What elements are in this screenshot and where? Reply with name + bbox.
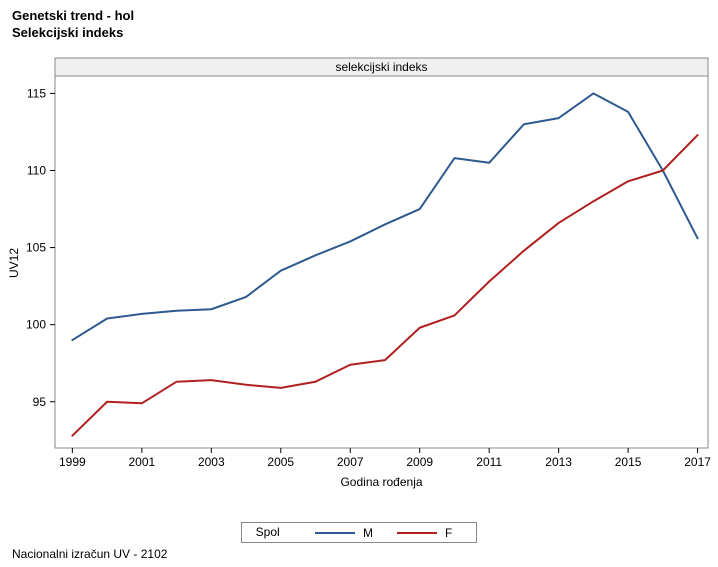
chart-title-2: Selekcijski indeks <box>12 25 134 42</box>
line-chart-svg: selekcijski indeks 95 100 105 110 115 1999 2001… <box>0 48 718 518</box>
legend: Spol M F <box>0 522 718 543</box>
y-tick-label: 110 <box>27 164 46 178</box>
legend-title: Spol <box>256 525 280 539</box>
footer-note: Nacionalni izračun UV - 2102 <box>12 547 167 561</box>
chart-banner-label: selekcijski indeks <box>335 60 427 74</box>
x-tick-label: 2013 <box>545 455 572 469</box>
y-tick-label: 100 <box>26 318 46 332</box>
x-axis-label: Godina rođenja <box>340 475 422 489</box>
legend-swatch-F <box>397 532 437 534</box>
x-tick-label: 2011 <box>476 455 502 469</box>
x-tick-label: 2017 <box>684 455 711 469</box>
legend-label-F: F <box>445 526 452 540</box>
x-tick-label: 2007 <box>337 455 364 469</box>
x-tick-label: 1999 <box>59 455 86 469</box>
chart-title-1: Genetski trend - hol <box>12 8 134 25</box>
x-tick-label: 2001 <box>128 455 155 469</box>
legend-label-M: M <box>363 526 373 540</box>
legend-swatch-M <box>315 532 355 534</box>
x-tick-label: 2015 <box>615 455 642 469</box>
x-tick-label: 2009 <box>406 455 433 469</box>
y-tick-label: 115 <box>27 86 46 100</box>
y-tick-label: 105 <box>26 241 46 255</box>
chart-area: selekcijski indeks 95 100 105 110 115 1999 2001… <box>0 48 718 538</box>
x-tick-label: 2003 <box>198 455 225 469</box>
plot-border <box>55 58 708 448</box>
y-tick-label: 95 <box>33 395 47 409</box>
x-tick-label: 2005 <box>267 455 294 469</box>
y-axis-label: UV12 <box>7 248 21 278</box>
